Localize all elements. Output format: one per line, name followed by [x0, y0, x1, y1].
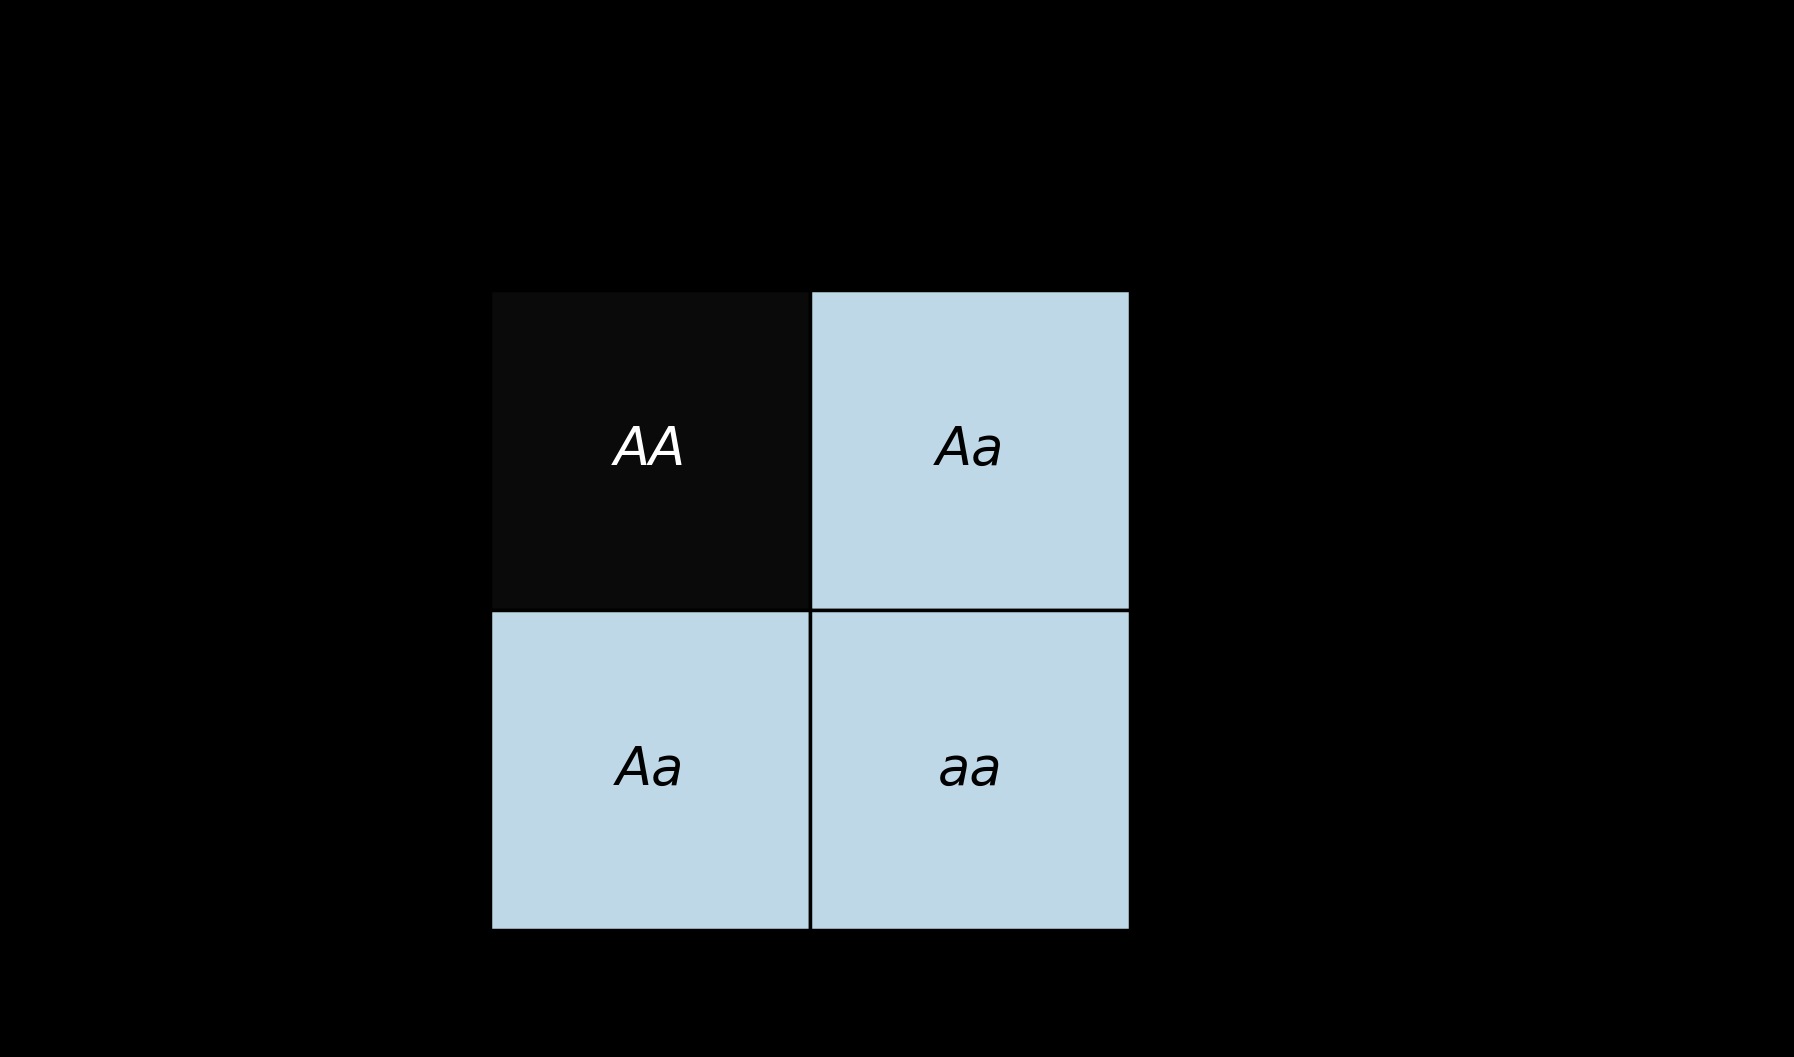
Text: 1: 1 — [1211, 773, 1229, 802]
Text: =: = — [1371, 793, 1399, 827]
Text: 1: 1 — [1320, 773, 1340, 802]
Text: f: f — [495, 72, 504, 100]
Bar — [490, 290, 811, 610]
Text: aa: aa — [938, 744, 1003, 796]
Text: ½ chance: ½ chance — [14, 620, 178, 653]
Text: a: a — [958, 159, 983, 201]
Text: Aa: Aa — [615, 744, 684, 796]
Text: a from: a from — [14, 750, 124, 783]
Text: ·: · — [1268, 789, 1283, 832]
Text: Chance of BOTH: Chance of BOTH — [1189, 630, 1462, 663]
Text: of getting: of getting — [14, 685, 178, 718]
Bar — [811, 610, 1130, 930]
Text: A: A — [346, 429, 375, 471]
Text: 4: 4 — [1430, 818, 1450, 847]
Text: events occurring:: events occurring: — [1189, 696, 1482, 728]
Text: 1: 1 — [1430, 773, 1450, 802]
Text: ┌┐: ┌┐ — [206, 581, 230, 600]
Text: a: a — [348, 749, 373, 791]
Text: Aa: Aa — [936, 424, 1005, 476]
Text: ½ chance: ½ chance — [883, 60, 1058, 94]
Text: 2: 2 — [1211, 818, 1229, 847]
Text: 2: 2 — [1320, 818, 1340, 847]
Text: AA: AA — [614, 424, 685, 476]
Text: from father: from father — [867, 190, 1073, 224]
Text: of getting a: of getting a — [865, 125, 1075, 159]
Text: mother: mother — [14, 815, 136, 848]
Bar — [811, 290, 1130, 610]
Text: A: A — [635, 159, 664, 201]
Bar — [490, 610, 811, 930]
